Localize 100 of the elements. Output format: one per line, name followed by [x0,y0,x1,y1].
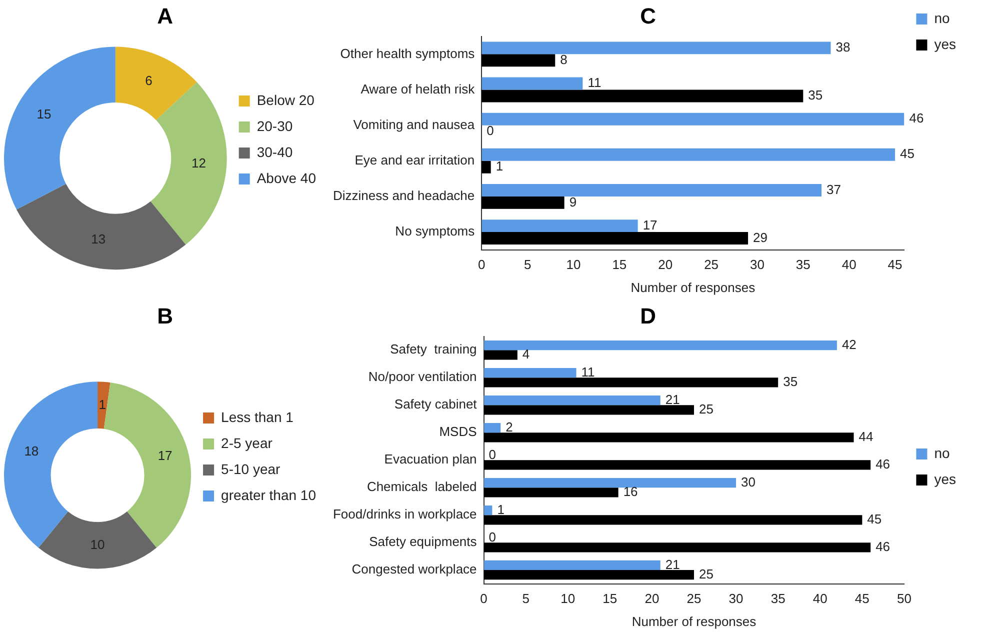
data-label: 46 [876,456,890,472]
legend-label: 20-30 [256,118,293,134]
bar [484,560,660,570]
bar [482,160,491,174]
y-tick-label: Food/drinks in workplace [332,506,477,522]
bar [484,405,694,415]
data-label: 17 [642,217,658,232]
data-label: 35 [808,88,823,103]
legend-label: Below 20 [256,92,315,108]
x-tick-label: 5 [524,257,532,272]
data-label: 1 [497,502,504,517]
bar [482,112,904,126]
bar [482,90,804,102]
data-label: 11 [588,75,602,90]
legend-label: 30-40 [256,144,293,160]
data-label: 25 [699,566,714,582]
data-label: 9 [569,194,577,210]
x-tick-label: 30 [750,257,764,272]
y-tick-label: Chemicals labeled [366,479,477,494]
bar [482,54,556,67]
bar [482,42,831,54]
y-tick-label: Safety equipments [369,534,478,550]
x-axis-title: Number of responses [632,614,757,629]
data-label: 21 [665,556,680,572]
legend-label: Less than 1 [221,408,294,425]
legend-label: greater than 10 [221,486,316,503]
legend-label: 2-5 year [221,434,273,451]
bar [482,77,583,90]
x-tick-label: 10 [560,591,576,606]
bar [484,432,854,442]
x-tick-label: 25 [686,591,702,606]
data-label: 45 [900,146,914,162]
x-tick-label: 40 [812,591,828,606]
x-tick-label: 30 [728,591,744,606]
bar [484,570,694,580]
data-label: 13 [91,232,106,247]
data-label: 37 [826,182,842,197]
bar [482,184,822,196]
data-label: 10 [90,536,105,552]
bar [482,232,748,244]
y-tick-label: Eye and ear irritation [354,152,475,168]
data-label: 15 [36,106,52,122]
chart-title: D [640,303,656,328]
legend-label: no [934,444,950,461]
x-tick-label: 25 [704,257,719,272]
x-tick-label: 10 [566,257,581,272]
data-label: 12 [192,155,206,170]
y-tick-label: Safety cabinet [394,396,478,412]
legend-label: Above 40 [256,170,316,186]
bar [484,422,501,433]
data-label: 38 [836,40,850,55]
data-label: 35 [783,374,798,390]
data-label: 4 [522,346,530,362]
y-tick-label: Aware of helath risk [360,81,476,96]
y-tick-label: No/poor ventilation [368,369,477,384]
data-label: 8 [560,52,568,67]
legend-label: 5-10 year [221,460,281,477]
x-tick-label: 20 [658,257,673,272]
bar [484,350,518,360]
bar [482,148,896,161]
chart-title: B [157,303,173,328]
x-tick-label: 40 [842,257,856,272]
data-label: 0 [486,123,494,138]
bar [482,220,638,232]
data-label: 6 [145,73,152,88]
y-tick-label: Evacuation plan [384,452,477,467]
data-label: 1 [98,396,106,412]
x-tick-label: 5 [522,591,530,606]
legend-label: yes [934,470,956,487]
y-tick-label: MSDS [439,424,478,440]
y-tick-label: Other health symptoms [340,46,476,61]
x-tick-label: 45 [854,591,870,606]
bar [484,368,576,378]
data-label: 46 [876,538,890,554]
y-tick-label: Congested workplace [352,562,477,577]
data-label: 16 [623,484,638,499]
bar [484,396,660,406]
data-label: 29 [753,230,768,245]
data-label: 1 [496,158,504,174]
data-label: 30 [741,474,756,490]
x-tick-label: 0 [480,591,488,606]
y-tick-label: Dizziness and headache [332,188,475,204]
data-label: 21 [665,392,680,407]
x-tick-label: 35 [770,591,786,606]
x-tick-label: 35 [796,257,810,272]
y-tick-label: No symptoms [395,224,476,239]
data-label: 45 [867,511,882,526]
data-label: 42 [842,336,856,352]
x-tick-label: 15 [602,591,618,606]
data-label: 46 [909,110,924,126]
data-label: 17 [158,448,172,463]
data-label: 2 [506,419,513,434]
data-label: 11 [581,364,595,380]
y-tick-label: Safety training [390,342,477,357]
data-label: 44 [858,429,874,444]
bar [484,460,871,470]
legend-label: yes [934,36,956,52]
bar [484,515,862,525]
chart-title: C [640,3,656,28]
x-tick-label: 20 [644,591,660,606]
